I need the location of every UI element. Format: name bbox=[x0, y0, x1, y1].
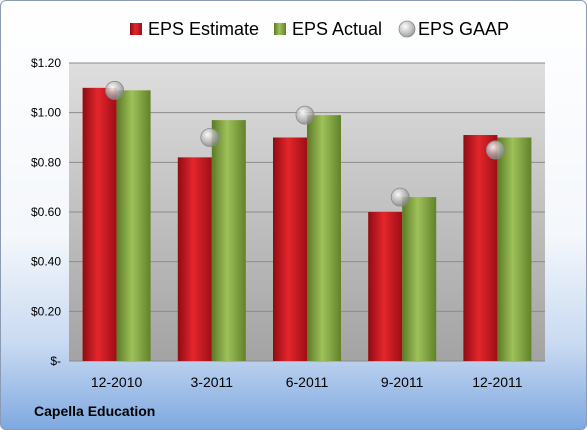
legend-estimate: EPS Estimate bbox=[130, 19, 259, 39]
legend-label: EPS Estimate bbox=[148, 19, 259, 39]
actual-bar bbox=[211, 120, 246, 361]
gaap-point bbox=[390, 187, 410, 207]
legend-marker bbox=[398, 20, 416, 38]
gaap-points bbox=[105, 80, 505, 207]
x-tick-label: 6-2011 bbox=[286, 374, 329, 390]
y-tick-label: $1.00 bbox=[31, 106, 61, 120]
legend-gaap: EPS GAAP bbox=[398, 19, 509, 39]
estimate-bar bbox=[273, 137, 307, 361]
actual-bar bbox=[497, 137, 532, 361]
estimate-bar bbox=[463, 135, 498, 361]
estimate-bar bbox=[82, 87, 117, 361]
y-tick-label: $- bbox=[50, 354, 61, 368]
y-tick-label: $1.20 bbox=[31, 56, 61, 70]
y-axis: $- $0.20 $0.40 $0.60 $0.80 $1.00 $1.20 bbox=[31, 56, 61, 368]
y-tick-label: $0.20 bbox=[31, 304, 61, 318]
x-tick-label: 9-2011 bbox=[381, 374, 424, 390]
actual-bar bbox=[116, 90, 151, 362]
legend-actual: EPS Actual bbox=[274, 19, 382, 39]
estimate-bar bbox=[177, 157, 212, 361]
gaap-point bbox=[105, 80, 124, 100]
legend-swatch bbox=[130, 23, 142, 35]
y-tick-label: $0.60 bbox=[31, 205, 61, 219]
x-tick-label: 12-2011 bbox=[472, 374, 523, 390]
actual-bar bbox=[402, 197, 437, 361]
legend-label: EPS Actual bbox=[292, 19, 382, 39]
y-tick-label: $0.80 bbox=[31, 155, 61, 169]
estimate-bar bbox=[368, 212, 403, 361]
company-label: Capella Education bbox=[34, 403, 156, 419]
legend-swatch bbox=[274, 23, 286, 35]
x-tick-label: 3-2011 bbox=[191, 374, 234, 390]
gaap-point bbox=[295, 105, 315, 125]
legend: EPS Estimate EPS Actual EPS GAAP bbox=[130, 19, 509, 39]
gaap-point bbox=[200, 128, 220, 147]
x-axis: 12-2010 3-2011 6-2011 9-2011 12-2011 bbox=[91, 374, 523, 390]
y-tick-label: $0.40 bbox=[31, 255, 61, 269]
legend-label: EPS GAAP bbox=[418, 19, 509, 39]
actual-bar bbox=[307, 115, 341, 362]
x-tick-label: 12-2010 bbox=[91, 374, 143, 390]
gaap-point bbox=[485, 140, 505, 160]
bars bbox=[82, 87, 532, 362]
